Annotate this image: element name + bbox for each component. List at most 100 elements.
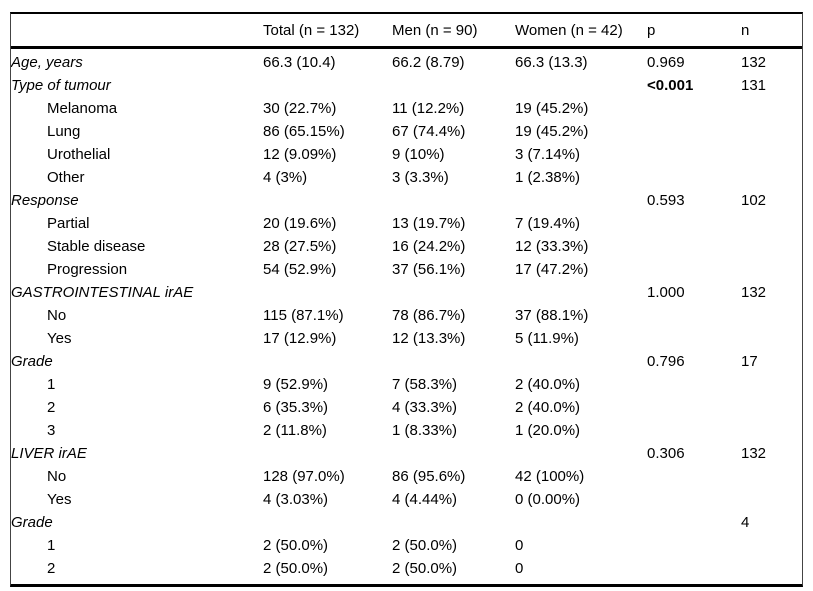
total-cell xyxy=(263,350,392,373)
total-cell: 66.3 (10.4) xyxy=(263,54,336,71)
row-label-cell: Type of tumour xyxy=(11,77,111,94)
men-cell: 16 (24.2%) xyxy=(392,238,466,255)
row-label-cell: LIVER irAE xyxy=(11,445,87,462)
n-cell xyxy=(741,235,802,258)
n-cell: 102 xyxy=(741,192,767,209)
total-cell xyxy=(263,189,392,212)
row-label-cell: Urothelial xyxy=(47,146,111,163)
total-cell xyxy=(263,281,392,304)
row-label-cell: Other xyxy=(47,169,85,186)
men-cell xyxy=(392,281,515,304)
men-cell xyxy=(392,74,515,97)
women-cell: 1 (2.38%) xyxy=(515,169,581,186)
p-value-cell: 0.593 xyxy=(647,192,685,209)
n-cell xyxy=(741,465,802,488)
table-row: 3 2 (11.8%) 1 (8.33%) 1 (20.0%) xyxy=(11,419,802,442)
column-header-p: p xyxy=(647,14,741,49)
men-cell xyxy=(392,511,515,534)
total-cell: 4 (3.03%) xyxy=(263,491,329,508)
p-value-cell xyxy=(647,97,741,120)
women-cell: 5 (11.9%) xyxy=(515,330,579,347)
p-value-cell: 0.969 xyxy=(647,54,685,71)
p-value-cell xyxy=(647,258,741,281)
men-cell: 11 (12.2%) xyxy=(392,100,465,117)
women-cell xyxy=(515,74,647,97)
n-cell xyxy=(741,97,802,120)
n-cell xyxy=(741,120,802,143)
p-value-cell xyxy=(647,511,741,534)
table-row: Response 0.593 102 xyxy=(11,189,802,212)
row-label-cell: Melanoma xyxy=(47,100,118,117)
total-cell: 2 (11.8%) xyxy=(263,422,327,439)
table-row: Lung 86 (65.15%) 67 (74.4%) 19 (45.2%) xyxy=(11,120,802,143)
table-row: Urothelial 12 (9.09%) 9 (10%) 3 (7.14%) xyxy=(11,143,802,166)
n-cell xyxy=(741,419,802,442)
row-label-cell: Grade xyxy=(11,514,53,531)
n-cell xyxy=(741,304,802,327)
men-cell: 9 (10%) xyxy=(392,146,445,163)
men-cell: 66.2 (8.79) xyxy=(392,54,465,71)
row-label-cell: 1 xyxy=(47,376,56,393)
table-row: Type of tumour <0.001 131 xyxy=(11,74,802,97)
row-label-cell: Yes xyxy=(47,330,72,347)
n-cell: 17 xyxy=(741,353,758,370)
men-cell: 3 (3.3%) xyxy=(392,169,449,186)
n-cell xyxy=(741,212,802,235)
table-row: GASTROINTESTINAL irAE 1.000 132 xyxy=(11,281,802,304)
men-cell: 1 (8.33%) xyxy=(392,422,458,439)
column-header-women: Women (n = 42) xyxy=(515,14,647,49)
row-label-cell: Lung xyxy=(47,123,81,140)
women-cell: 12 (33.3%) xyxy=(515,238,589,255)
men-cell: 12 (13.3%) xyxy=(392,330,466,347)
total-cell xyxy=(263,511,392,534)
p-value-cell xyxy=(647,235,741,258)
column-header-men: Men (n = 90) xyxy=(392,14,515,49)
row-label-cell: Yes xyxy=(47,491,72,508)
row-label-cell: Stable disease xyxy=(47,238,146,255)
table-header: Total (n = 132) Men (n = 90) Women (n = … xyxy=(11,14,802,49)
women-cell: 2 (40.0%) xyxy=(515,376,581,393)
men-cell xyxy=(392,442,515,465)
row-label-cell: Response xyxy=(11,192,79,209)
total-cell: 2 (50.0%) xyxy=(263,560,329,577)
column-header-n: n xyxy=(741,14,802,49)
column-header-blank xyxy=(11,14,263,49)
n-cell xyxy=(741,396,802,419)
women-cell xyxy=(515,350,647,373)
total-cell: 2 (50.0%) xyxy=(263,537,329,554)
p-value-cell xyxy=(647,373,741,396)
column-header-total: Total (n = 132) xyxy=(263,14,392,49)
men-cell: 37 (56.1%) xyxy=(392,261,466,278)
p-value-cell xyxy=(647,465,741,488)
table-row: Other 4 (3%) 3 (3.3%) 1 (2.38%) xyxy=(11,166,802,189)
table-row: Partial 20 (19.6%) 13 (19.7%) 7 (19.4%) xyxy=(11,212,802,235)
total-cell xyxy=(263,74,392,97)
n-cell xyxy=(741,557,802,580)
n-cell xyxy=(741,166,802,189)
p-value-cell xyxy=(647,488,741,511)
women-cell: 7 (19.4%) xyxy=(515,215,581,232)
row-label-cell: Age, years xyxy=(11,54,83,71)
table-row: Yes 17 (12.9%) 12 (13.3%) 5 (11.9%) xyxy=(11,327,802,350)
header-row: Total (n = 132) Men (n = 90) Women (n = … xyxy=(11,14,802,49)
total-cell: 54 (52.9%) xyxy=(263,261,337,278)
men-cell: 4 (4.44%) xyxy=(392,491,458,508)
men-cell: 2 (50.0%) xyxy=(392,560,458,577)
statistics-table-box: Total (n = 132) Men (n = 90) Women (n = … xyxy=(10,12,803,587)
table-row: Stable disease 28 (27.5%) 16 (24.2%) 12 (33… xyxy=(11,235,802,258)
table-row: 2 2 (50.0%) 2 (50.0%) 0 xyxy=(11,557,802,580)
men-cell: 2 (50.0%) xyxy=(392,537,458,554)
women-cell: 1 (20.0%) xyxy=(515,422,581,439)
table-row: 1 2 (50.0%) 2 (50.0%) 0 xyxy=(11,534,802,557)
women-cell xyxy=(515,511,647,534)
men-cell: 78 (86.7%) xyxy=(392,307,466,324)
n-cell: 4 xyxy=(741,514,750,531)
women-cell: 19 (45.2%) xyxy=(515,100,589,117)
table-row: Grade 0.796 17 xyxy=(11,350,802,373)
women-cell xyxy=(515,442,647,465)
total-cell: 115 (87.1%) xyxy=(263,307,344,324)
women-cell: 0 (0.00%) xyxy=(515,491,581,508)
p-value-cell xyxy=(647,557,741,580)
table-row: No 115 (87.1%) 78 (86.7%) 37 (88.1%) xyxy=(11,304,802,327)
